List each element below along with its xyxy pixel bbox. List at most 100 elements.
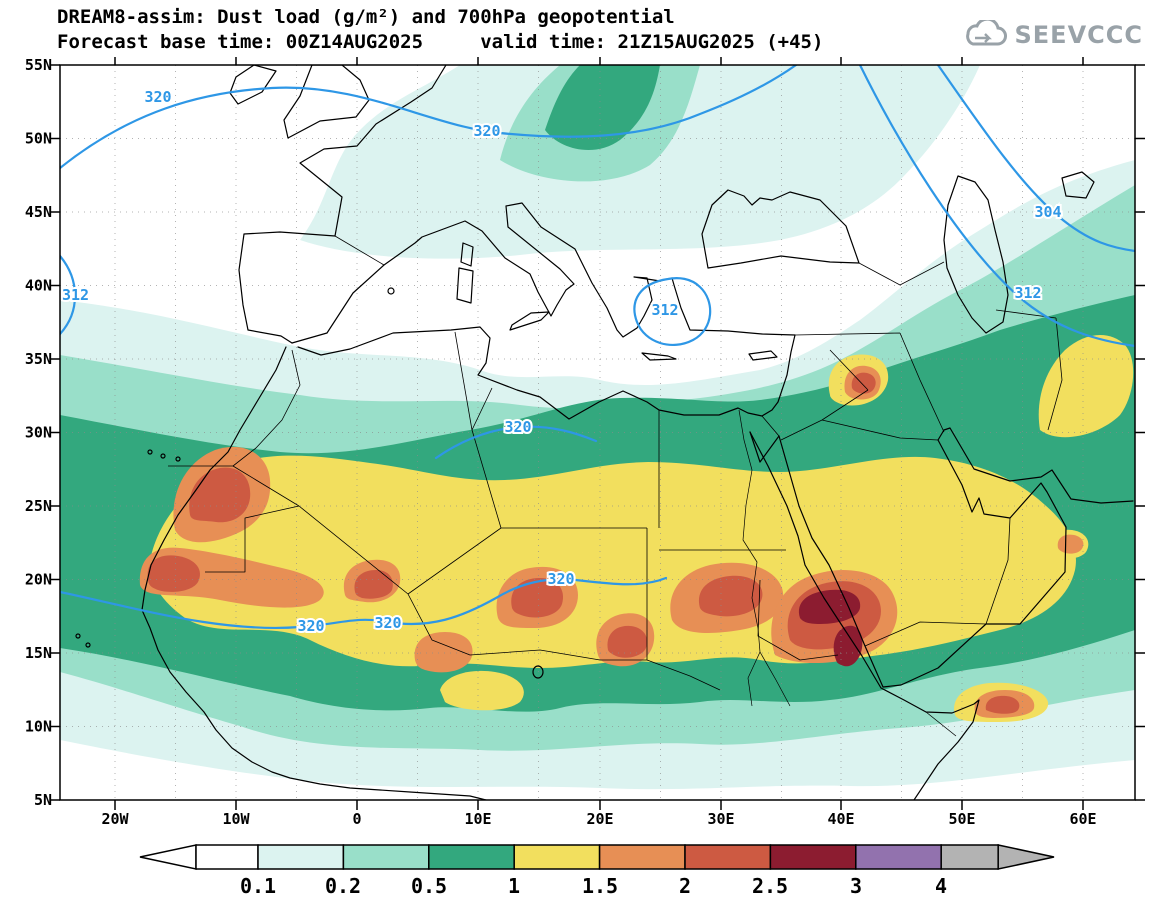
geopotential-contour-312-west: [60, 254, 77, 336]
lat-tick-label: 45N: [25, 203, 52, 221]
geopotential-contour-320-libya: [434, 425, 598, 460]
lat-tick-label: 5N: [34, 791, 52, 809]
cloud-icon: [965, 20, 1007, 46]
island-crete: [641, 352, 677, 361]
colorbar-segment: [684, 844, 772, 870]
colorbar-arrow-left: [139, 844, 197, 870]
red-sea-west-coast: [749, 431, 980, 800]
lon-tick-label: 0: [352, 810, 361, 828]
colorbar-label: 2.5: [752, 874, 788, 898]
geopotential-contours: 320 320 312 312 304 312 320 320 320 320: [60, 65, 1135, 637]
dust-layer-1-sahel: [440, 670, 524, 711]
island-corsica: [460, 242, 474, 267]
island-sardinia: [456, 267, 474, 304]
colorbar-label: 1.5: [582, 874, 618, 898]
colorbar-segment: [257, 844, 345, 870]
lon-tick-label: 10W: [222, 810, 250, 828]
geopotential-contour-320-north: [60, 65, 798, 170]
contour-label: 312: [62, 286, 89, 304]
lon-tick-label: 50E: [948, 810, 975, 828]
plot-subtitle: Forecast base time: 00Z14AUG2025 valid t…: [57, 31, 824, 53]
colorbar-label: 1: [508, 874, 520, 898]
island-canary-3: [175, 456, 181, 462]
axis-ticks: [50, 57, 1145, 810]
colorbar-label: 4: [935, 874, 947, 898]
black-sea: [701, 189, 860, 269]
contour-label: 320: [504, 418, 531, 436]
island-capeverde-2: [85, 642, 91, 648]
contour-label: 312: [651, 301, 678, 319]
island-sicily: [509, 311, 550, 331]
logo-text: SEEVCCC: [1014, 21, 1143, 49]
dust-layer-2-chad-nw: [511, 578, 564, 618]
lon-tick-label: 20E: [586, 810, 613, 828]
lake-chad: [532, 665, 544, 679]
coastline-atlantic-africa: [141, 346, 487, 800]
aral-sea: [1061, 171, 1095, 199]
colorbar-segment: [940, 844, 999, 870]
lat-tick-label: 40N: [25, 277, 52, 295]
dust-layer-1-iran: [1038, 334, 1134, 438]
colorbar-segment: [342, 844, 430, 870]
geopotential-contour-312-east: [858, 65, 1135, 348]
lat-tick-label: 10N: [25, 718, 52, 736]
lon-tick-label: 10E: [464, 810, 491, 828]
lat-tick-label: 50N: [25, 130, 52, 148]
lat-tick-label: 55N: [25, 56, 52, 74]
coastline-west-europe: [238, 65, 447, 344]
lon-tick-label: 40E: [827, 810, 854, 828]
contour-label: 320: [473, 122, 500, 140]
lat-tick-label: 25N: [25, 497, 52, 515]
dust-layer-2-chad-se: [607, 625, 648, 658]
island-capeverde-1: [75, 633, 81, 639]
dust-layer-2-iraq: [851, 372, 876, 394]
colorbar-label: 0.5: [411, 874, 447, 898]
dust-layer-0.5-europe: [545, 65, 660, 151]
dust-layer-1.5-niger-south: [414, 632, 473, 673]
country-borders: [168, 235, 1063, 737]
colorbar-arrow-right: [997, 844, 1055, 870]
contour-label: 312: [1014, 284, 1041, 302]
colorbar-label: 3: [850, 874, 862, 898]
colorbar-segment: [855, 844, 942, 870]
plot-title: DREAM8-assim: Dust load (g/m²) and 700hP…: [57, 6, 675, 28]
dust-layer-2-sudan-west: [698, 575, 763, 617]
colorbar-segment: [428, 844, 515, 870]
contour-label: 320: [547, 570, 574, 588]
geography: [75, 65, 1134, 800]
colorbar-label: 0.1: [240, 874, 276, 898]
contour-label: 320: [374, 614, 401, 632]
geopotential-contour-304-northeast: [936, 65, 1135, 253]
lat-tick-label: 15N: [25, 644, 52, 662]
dust-layer-1.5-oman: [1057, 534, 1084, 554]
colorbar-segment: [769, 844, 857, 870]
lat-tick-label: 35N: [25, 350, 52, 368]
island-canary-1: [147, 449, 153, 455]
lon-tick-label: 30E: [707, 810, 734, 828]
lat-tick-label: 20N: [25, 571, 52, 589]
dust-layer-2-mali: [354, 570, 393, 599]
dust-layer-2-somalia: [985, 695, 1020, 714]
lat-tick-label: 30N: [25, 424, 52, 442]
iran-gulf-coast: [943, 427, 1134, 504]
dust-layer-2-morocco: [189, 467, 251, 523]
island-britain: [283, 65, 370, 139]
island-mallorca: [387, 287, 395, 295]
sinai-gulfs: [749, 431, 780, 463]
contour-label: 320: [297, 617, 324, 635]
contour-label: 304: [1034, 203, 1061, 221]
seevccc-logo: SEEVCCC: [961, 20, 1144, 50]
latitude-axis: 55N 50N 45N 40N 35N 30N 25N 20N 15N 10N …: [25, 56, 52, 809]
island-canary-2: [160, 453, 166, 459]
geopotential-contour-320-sahel: [60, 576, 668, 630]
lon-tick-label: 20W: [101, 810, 129, 828]
colorbar-segment: [598, 844, 686, 870]
caspian-sea: [943, 175, 1009, 334]
island-cyprus: [748, 350, 778, 361]
colorbar-label: 0.2: [325, 874, 361, 898]
dust-layer-2-mauritania: [147, 555, 200, 592]
colorbar-label: 2: [679, 874, 691, 898]
longitude-axis: 20W 10W 0 10E 20E 30E 40E 50E 60E: [101, 810, 1096, 828]
